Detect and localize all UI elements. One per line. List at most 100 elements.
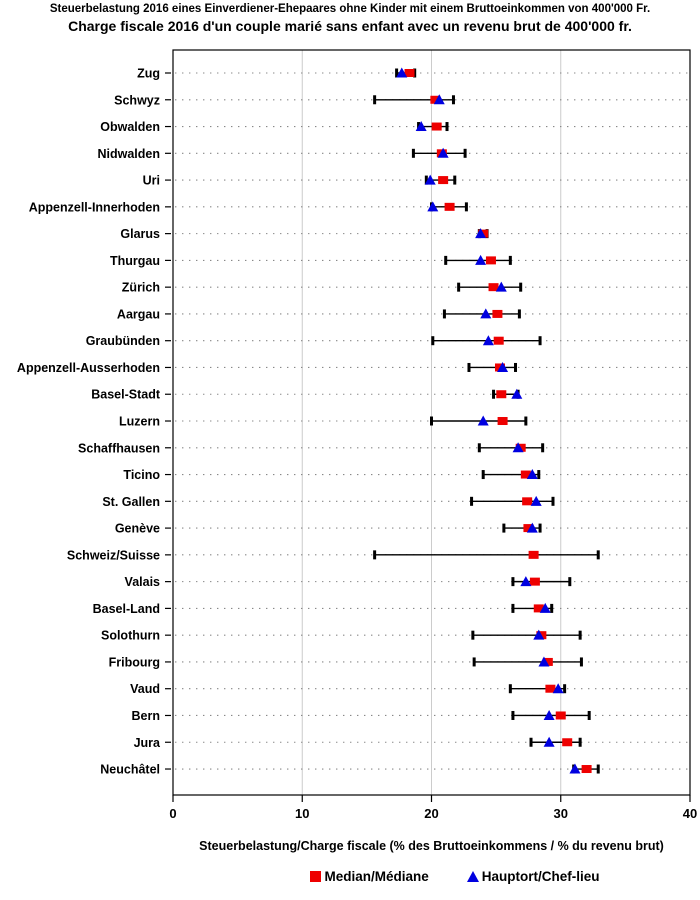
range-cap bbox=[424, 175, 428, 185]
range-cap bbox=[430, 416, 433, 426]
canton-label: Valais bbox=[125, 575, 160, 589]
range-cap bbox=[596, 550, 600, 560]
median-marker bbox=[444, 202, 455, 211]
canton-label: Thurgau bbox=[110, 254, 160, 268]
median-marker bbox=[404, 69, 415, 77]
range-cap bbox=[453, 175, 457, 185]
median-marker bbox=[493, 336, 504, 345]
capital-marker bbox=[415, 121, 427, 132]
range-cap bbox=[511, 710, 515, 720]
range-cap bbox=[431, 336, 435, 346]
median-marker bbox=[542, 657, 553, 666]
x-tick-label: 20 bbox=[424, 806, 438, 821]
capital-marker bbox=[477, 415, 489, 426]
range-cap bbox=[578, 630, 582, 640]
capital-marker bbox=[552, 683, 564, 694]
capital-marker bbox=[511, 388, 523, 399]
range-cap bbox=[524, 416, 528, 426]
range-cap bbox=[373, 550, 377, 560]
x-tick-label: 0 bbox=[169, 806, 176, 821]
range-cap bbox=[470, 496, 474, 506]
x-tick-label: 30 bbox=[554, 806, 568, 821]
range-cap bbox=[578, 737, 582, 747]
canton-label: Zürich bbox=[122, 281, 160, 295]
range-cap bbox=[395, 68, 399, 78]
legend-item-hauptort: Hauptort/Chef-lieu bbox=[466, 869, 600, 884]
median-marker bbox=[497, 417, 508, 426]
capital-marker bbox=[526, 469, 538, 480]
range-cap bbox=[508, 255, 512, 265]
range-cap bbox=[444, 255, 448, 265]
canton-label: Genève bbox=[115, 522, 160, 536]
x-axis-label: Steuerbelastung/Charge fiscale (% des Br… bbox=[199, 839, 664, 853]
median-marker bbox=[522, 497, 533, 506]
median-marker bbox=[520, 470, 531, 479]
median-marker bbox=[562, 738, 573, 747]
median-marker bbox=[545, 684, 556, 693]
canton-label: Uri bbox=[143, 174, 160, 188]
capital-marker bbox=[396, 67, 408, 78]
canton-label: Glarus bbox=[120, 227, 160, 241]
canton-label: Zug bbox=[137, 67, 160, 81]
capital-marker bbox=[569, 763, 581, 774]
capital-marker bbox=[437, 147, 449, 158]
capital-marker bbox=[497, 361, 509, 372]
median-marker bbox=[430, 95, 441, 104]
capital-marker bbox=[520, 576, 532, 587]
median-square-icon bbox=[310, 871, 322, 882]
range-cap bbox=[373, 95, 377, 105]
median-marker bbox=[438, 176, 449, 185]
median-marker bbox=[529, 577, 540, 586]
canton-label: Basel-Stadt bbox=[91, 388, 161, 402]
range-cap bbox=[587, 710, 591, 720]
range-cap bbox=[477, 443, 481, 453]
capital-marker bbox=[480, 308, 492, 319]
legend-label-hauptort: Hauptort/Chef-lieu bbox=[481, 869, 600, 884]
canton-label: Basel-Land bbox=[93, 602, 160, 616]
canton-label: Bern bbox=[132, 709, 160, 723]
range-cap bbox=[411, 148, 415, 158]
median-marker bbox=[488, 283, 499, 292]
range-cap bbox=[537, 470, 541, 480]
range-cap bbox=[579, 657, 583, 667]
canton-label: Appenzell-Ausserhoden bbox=[17, 361, 160, 375]
capital-marker bbox=[433, 94, 445, 105]
capital-marker bbox=[530, 495, 542, 506]
range-cap bbox=[563, 684, 567, 694]
canton-label: Aargau bbox=[117, 307, 160, 321]
capital-marker bbox=[424, 174, 436, 185]
range-cap bbox=[517, 309, 521, 319]
canton-label: Obwalden bbox=[100, 120, 160, 134]
canton-label: Solothurn bbox=[101, 629, 160, 643]
chart-title-german: Steuerbelastung 2016 eines Einverdiener-… bbox=[49, 3, 651, 15]
range-cap bbox=[481, 470, 485, 480]
capital-marker bbox=[475, 228, 487, 239]
canton-label: Schwyz bbox=[114, 93, 160, 107]
canton-label: Vaud bbox=[130, 682, 160, 696]
range-cap bbox=[519, 282, 523, 292]
legend: Median/Médiane Hauptort/Chef-lieu bbox=[200, 869, 700, 884]
capital-marker bbox=[427, 201, 439, 212]
median-marker bbox=[485, 256, 496, 265]
range-cap bbox=[472, 657, 476, 667]
canton-label: Graubünden bbox=[86, 334, 160, 348]
range-cap bbox=[511, 577, 515, 587]
capital-marker bbox=[482, 335, 494, 346]
range-cap bbox=[467, 362, 471, 372]
canton-label: Fribourg bbox=[109, 655, 160, 669]
capital-marker bbox=[533, 629, 545, 640]
range-cap bbox=[413, 68, 417, 78]
capital-marker bbox=[526, 522, 538, 533]
canton-label: Luzern bbox=[119, 415, 160, 429]
canton-label: Schaffhausen bbox=[78, 441, 160, 455]
capital-marker bbox=[538, 656, 550, 667]
median-marker bbox=[523, 524, 534, 533]
canton-label: St. Gallen bbox=[102, 495, 160, 509]
range-cap bbox=[442, 309, 446, 319]
capital-marker bbox=[543, 736, 555, 747]
canton-label: Appenzell-Innerhoden bbox=[29, 200, 160, 214]
canton-label: Schweiz/Suisse bbox=[67, 548, 160, 562]
x-tick-label: 40 bbox=[683, 806, 697, 821]
median-marker bbox=[528, 550, 539, 559]
capital-marker bbox=[543, 709, 555, 720]
